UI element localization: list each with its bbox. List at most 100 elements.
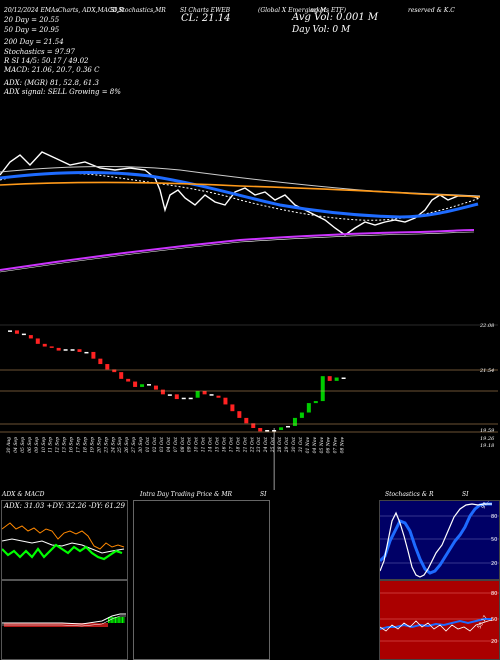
date-tick-label: 13 Sep: [62, 437, 68, 453]
macd-hist-bar: [95, 623, 96, 627]
candle: [63, 349, 68, 351]
date-tick-label: 27 Sep: [131, 437, 137, 454]
date-tick-label: 20 Sep: [96, 437, 102, 454]
candle: [140, 384, 145, 387]
date-tick-label: 12 Sep: [55, 437, 61, 453]
date-tick-label: 05 Sep: [20, 437, 26, 453]
macd-hist-bar: [102, 623, 103, 627]
stoch-panel-title: Stochastics & R: [385, 491, 434, 498]
date-tick-label: 04 Nov: [312, 437, 318, 454]
macd-hist-bar: [76, 623, 77, 627]
candle: [195, 390, 200, 398]
macd-hist-bar: [115, 617, 116, 623]
candle: [167, 394, 172, 396]
candle: [327, 376, 332, 381]
macd-hist-bar: [98, 623, 99, 627]
macd-hist-bar: [75, 623, 76, 627]
minus-di-line: [2, 522, 125, 550]
candle: [313, 401, 318, 404]
macd-hist-bar: [83, 623, 84, 627]
candle: [42, 343, 47, 347]
macd-hist-bar: [82, 623, 83, 627]
candle: [70, 349, 75, 351]
header-title-mid2: SI,Stochastics,MR: [110, 7, 166, 14]
date-tick-label: 18 Sep: [82, 437, 88, 453]
macd-hist-bar: [68, 623, 69, 627]
macd-hist-bar: [77, 623, 78, 627]
macd-hist-bar: [96, 623, 97, 627]
macd-hist-bar: [88, 623, 89, 627]
date-tick-label: 08 Nov: [340, 437, 346, 454]
macd-hist-bar: [71, 623, 72, 627]
date-tick-label: 17 Sep: [76, 437, 82, 453]
ema200-label: 200 Day = 21.54: [4, 38, 64, 46]
rsi-tick: 20: [491, 639, 497, 645]
macd-label: MACD: 21.06, 20.7, 0.36 C: [4, 66, 100, 74]
date-tick-label: 01 Nov: [305, 437, 311, 454]
upper-band: [0, 165, 481, 197]
header-title-right: (Global X Emerging M: [258, 7, 327, 14]
price-chart: 22.08 21.54 19.59 19.26 19.18 30 Aug 04 S…: [0, 151, 498, 490]
adx-line: [2, 538, 125, 554]
rsi-value-label: 50.17: [477, 615, 489, 630]
date-tick-label: 25 Oct: [270, 437, 276, 453]
day-volume-label: Day Vol: 0 M: [292, 25, 351, 35]
macd-hist-bar: [112, 617, 114, 623]
date-tick-label: 09 Sep: [34, 437, 40, 453]
header-title-mid: Charts, ADX,MACD,R: [58, 7, 124, 14]
macd-hist-bar: [81, 623, 82, 627]
macd-hist-bar: [117, 617, 119, 623]
macd-hist-bar: [107, 623, 108, 627]
stoch-panel-title-si: SI: [462, 491, 469, 498]
price-tick-label: 21.54: [479, 368, 494, 374]
candle: [237, 411, 242, 418]
date-tick-label: 29 Oct: [284, 437, 290, 453]
macd-hist-bar: [79, 623, 80, 627]
candle: [21, 333, 26, 336]
stoch-k-line: [380, 503, 492, 578]
macd-hist-bar: [74, 623, 75, 627]
macd-hist-bar: [105, 623, 106, 627]
date-tick-label: 04 Sep: [13, 437, 19, 453]
candle: [279, 427, 284, 431]
adx-panel-title: ADX & MACD: [2, 491, 45, 498]
date-tick-label: 11 Oct: [201, 437, 207, 452]
adx-signal-label: ADX signal: SELL Growing = 8%: [4, 88, 121, 96]
date-tick-label: 21 Oct: [242, 437, 248, 453]
ema200-line: [0, 181, 481, 198]
candle: [299, 412, 304, 418]
macd-hist-bar: [119, 617, 121, 623]
date-tick-label: 22 Oct: [249, 437, 255, 453]
stoch-panel: 80 50 20 97.97: [379, 500, 500, 580]
date-axis: 30 Aug 04 Sep 05 Sep 06 Sep 09 Sep 10 Sep 11 S…: [6, 437, 346, 454]
ema20-line: [0, 151, 479, 236]
date-tick-label: 08 Oct: [180, 437, 186, 452]
intraday-panel: [133, 500, 270, 660]
candle: [216, 395, 221, 398]
adx-values-label: ADX: 31.03 +DY: 32.26 -DY: 61.29: [4, 502, 125, 510]
price-tick-label: 19.59: [480, 428, 495, 434]
stoch-tick: 80: [491, 514, 497, 520]
candle: [105, 364, 110, 370]
date-tick-label: 16 Oct: [221, 437, 227, 452]
date-tick-label: 28 Oct: [277, 437, 283, 453]
stochastics-label: Stochastics = 97.97: [4, 48, 75, 56]
rsi-tick: 50: [491, 617, 497, 623]
rsi-label: R SI 14/5: 50.17 / 49.02: [4, 57, 89, 65]
candle: [230, 404, 235, 412]
date-tick-label: 15 Oct: [215, 437, 221, 452]
date-tick-label: 07 Oct: [173, 437, 179, 452]
header-title-mid3: SI Charts EWEB: [180, 7, 231, 14]
candle: [49, 346, 54, 348]
candle: [8, 330, 12, 332]
middle-band-dotted: [0, 172, 481, 221]
candle: [209, 394, 214, 396]
date-tick-label: 03 Oct: [159, 437, 165, 452]
price-tick-label: 19.18: [480, 443, 494, 449]
candle: [14, 330, 19, 334]
macd-hist-bar: [70, 623, 71, 627]
macd-hist-bar: [113, 617, 115, 623]
macd-hist-bar: [106, 623, 107, 627]
date-tick-label: 30 Sep: [138, 437, 144, 453]
date-tick-label: 30 Aug: [6, 437, 12, 453]
